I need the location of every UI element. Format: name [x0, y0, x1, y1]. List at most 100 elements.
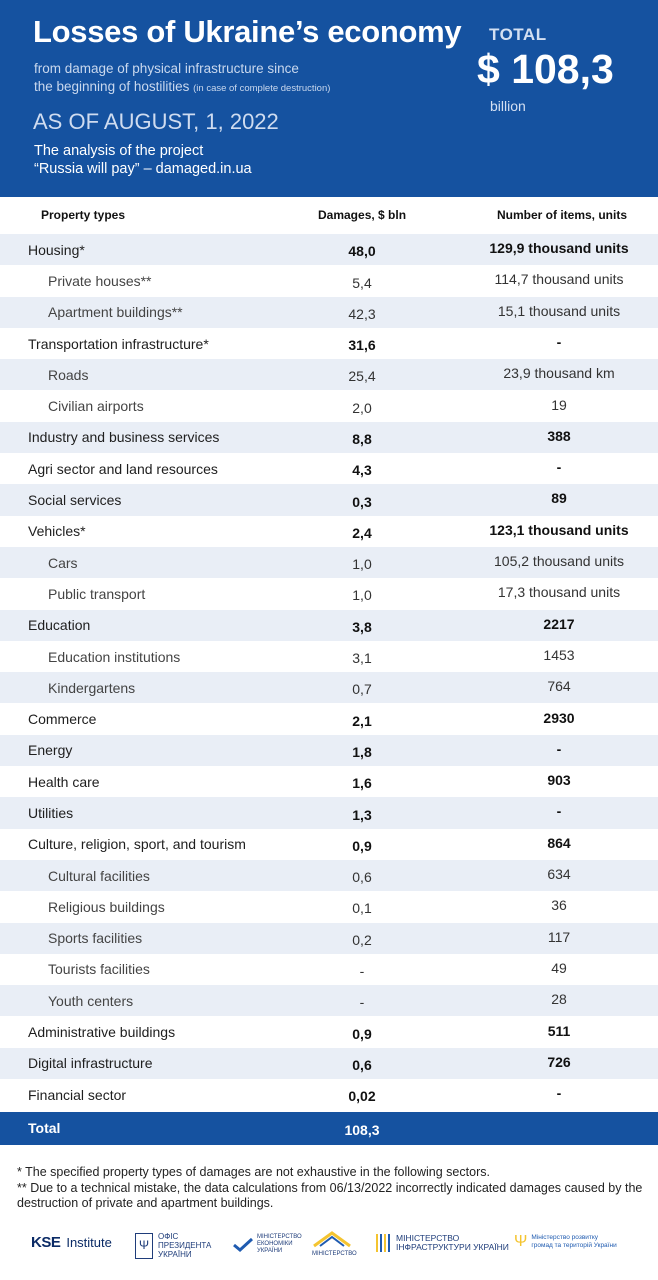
row-property-type: Roads	[48, 366, 89, 383]
row-damages-value: 2,4	[352, 524, 372, 541]
subtitle-line-2: the beginning of hostilities	[34, 79, 190, 94]
analysis-credit: The analysis of the project “Russia will…	[34, 142, 252, 178]
row-damages-value: 1,0	[352, 556, 372, 573]
table-row: Culture, religion, sport, and tourism 0,9…	[0, 829, 658, 860]
row-items-count: 17,3 thousand units	[497, 584, 621, 601]
total-label: TOTAL	[489, 25, 547, 44]
row-property-type: Cultural facilities	[48, 867, 150, 884]
row-damages-value: 48,0	[348, 243, 376, 260]
total-row: Total 108,3	[0, 1112, 658, 1145]
table-row: Transportation infrastructure* 31,6 -	[0, 328, 658, 359]
row-items-count: 864	[547, 834, 571, 851]
row-items-count: 123,1 thousand units	[489, 521, 629, 538]
row-damages-value: 0,6	[352, 1056, 372, 1073]
row-damages-value: 2,1	[352, 712, 372, 729]
footnote-1: * The specified property types of damage…	[17, 1165, 490, 1179]
total-row-damages: 108,3	[344, 1122, 380, 1138]
row-damages-value: 4,3	[352, 462, 372, 479]
row-damages-value: 31,6	[348, 337, 376, 354]
row-property-type: Tourists facilities	[48, 961, 150, 978]
row-property-type: Housing*	[28, 241, 85, 258]
row-property-type: Civilian airports	[48, 398, 144, 415]
row-damages-value: 42,3	[348, 305, 376, 322]
table-row: Public transport 1,0 17,3 thousand units	[0, 578, 658, 609]
table-row: Youth centers - 28	[0, 985, 658, 1017]
ministry-infrastructure-logo: МІНІСТЕРСТВО ІНФРАСТРУКТУРИ УКРАЇНИ	[376, 1234, 509, 1252]
op-line-1: ОФІС	[158, 1232, 179, 1241]
row-damages-value: 1,3	[352, 806, 372, 823]
row-property-type: Industry and business services	[28, 429, 220, 446]
analysis-line-1: The analysis of the project	[34, 143, 204, 159]
table-row: Cultural facilities 0,6 634	[0, 859, 658, 892]
row-property-type: Commerce	[28, 711, 97, 728]
mininfra-line-1: МІНІСТЕРСТВО	[396, 1233, 460, 1243]
analysis-line-2: “Russia will pay” – damaged.in.ua	[34, 161, 252, 177]
mineco-line-1: МІНІСТЕРСТВО	[257, 1234, 302, 1240]
row-damages-value: 3,1	[352, 650, 372, 667]
total-unit: billion	[490, 98, 526, 114]
row-items-count: 114,7 thousand units	[494, 271, 624, 288]
row-property-type: Vehicles*	[28, 523, 86, 540]
table-row: Roads 25,4 23,9 thousand km	[0, 359, 658, 391]
trident-icon: Ψ	[135, 1232, 153, 1259]
table-row: Kindergartens 0,7 764	[0, 672, 658, 704]
row-items-count: 129,9 thousand units	[489, 240, 629, 257]
row-property-type: Administrative buildings	[28, 1024, 176, 1041]
table-row: Private houses** 5,4 114,7 thousand units	[0, 265, 658, 296]
row-items-count: 19	[551, 396, 567, 413]
column-header-items: Number of items, units	[497, 208, 628, 222]
row-damages-value: 2,0	[352, 399, 372, 416]
table-row: Education 3,8 2217	[0, 609, 658, 641]
op-line-3: УКРАЇНИ	[158, 1250, 192, 1259]
row-property-type: Public transport	[48, 585, 146, 602]
table-row: Health care 1,6 903	[0, 766, 658, 797]
stripes-icon	[376, 1234, 392, 1252]
row-property-type: Energy	[28, 742, 73, 759]
row-items-count: 2217	[543, 615, 575, 632]
mininfra-line-2: ІНФРАСТРУКТУРИ УКРАЇНИ	[396, 1242, 509, 1252]
op-line-2: ПРЕЗИДЕНТА	[158, 1241, 212, 1250]
footnote-2: ** Due to a technical mistake, the data …	[17, 1180, 643, 1211]
row-damages-value: 0,9	[352, 837, 372, 854]
row-damages-value: 3,8	[352, 618, 372, 635]
as-of-date: AS OF AUGUST, 1, 2022	[33, 109, 279, 134]
row-property-type: Sports facilities	[48, 930, 143, 947]
row-items-count: -	[556, 740, 562, 757]
row-damages-value: 25,4	[348, 368, 376, 385]
roof-icon	[313, 1231, 351, 1248]
minreg-line-2: громад та територій України	[531, 1242, 617, 1249]
page-subtitle: from damage of physical infrastructure s…	[34, 60, 434, 98]
total-value: $ 108,3	[477, 46, 614, 92]
row-damages-value: 0,7	[352, 681, 372, 698]
ministry-economy-logo: МІНІСТЕРСТВО ЕКОНОМІКИ УКРАЇНИ	[233, 1234, 302, 1255]
kse-abbr: KSE	[31, 1234, 61, 1251]
row-items-count: 634	[547, 866, 571, 883]
row-items-count: 764	[547, 678, 571, 695]
column-header-property-types: Property types	[41, 208, 126, 222]
page-title: Losses of Ukraine’s economy	[33, 14, 462, 49]
row-damages-value: 0,02	[348, 1088, 376, 1105]
row-damages-value: 0,6	[352, 869, 372, 886]
table-row: Tourists facilities - 49	[0, 954, 658, 985]
row-damages-value: 8,8	[352, 430, 372, 447]
table-row: Financial sector 0,02 -	[0, 1079, 658, 1110]
row-property-type: Financial sector	[28, 1086, 127, 1103]
president-office-logo: Ψ ОФІС ПРЕЗИДЕНТА УКРАЇНИ	[135, 1232, 211, 1259]
footnotes: * The specified property types of damage…	[17, 1165, 647, 1212]
table-row: Utilities 1,3 -	[0, 797, 658, 829]
row-damages-value: 0,1	[352, 900, 372, 917]
partner-logos: KSE Institute Ψ ОФІС ПРЕЗИДЕНТА УКРАЇНИ …	[0, 1222, 658, 1272]
row-damages-value: 5,4	[352, 274, 372, 291]
row-property-type: Religious buildings	[48, 898, 165, 915]
trident-icon: Ψ	[514, 1233, 528, 1250]
minreg-line-1: Міністерство розвитку	[531, 1234, 599, 1241]
row-property-type: Agri sector and land resources	[28, 460, 218, 477]
row-items-count: 36	[551, 897, 567, 914]
row-property-type: Kindergartens	[48, 679, 136, 696]
row-damages-value: 1,8	[352, 743, 372, 760]
kse-logo: KSE Institute	[31, 1234, 112, 1251]
row-items-count: 903	[547, 772, 571, 789]
table-row: Housing* 48,0 129,9 thousand units	[0, 234, 658, 266]
column-header-damages: Damages, $ bln	[318, 208, 407, 222]
subtitle-note: (in case of complete destruction)	[193, 83, 331, 94]
